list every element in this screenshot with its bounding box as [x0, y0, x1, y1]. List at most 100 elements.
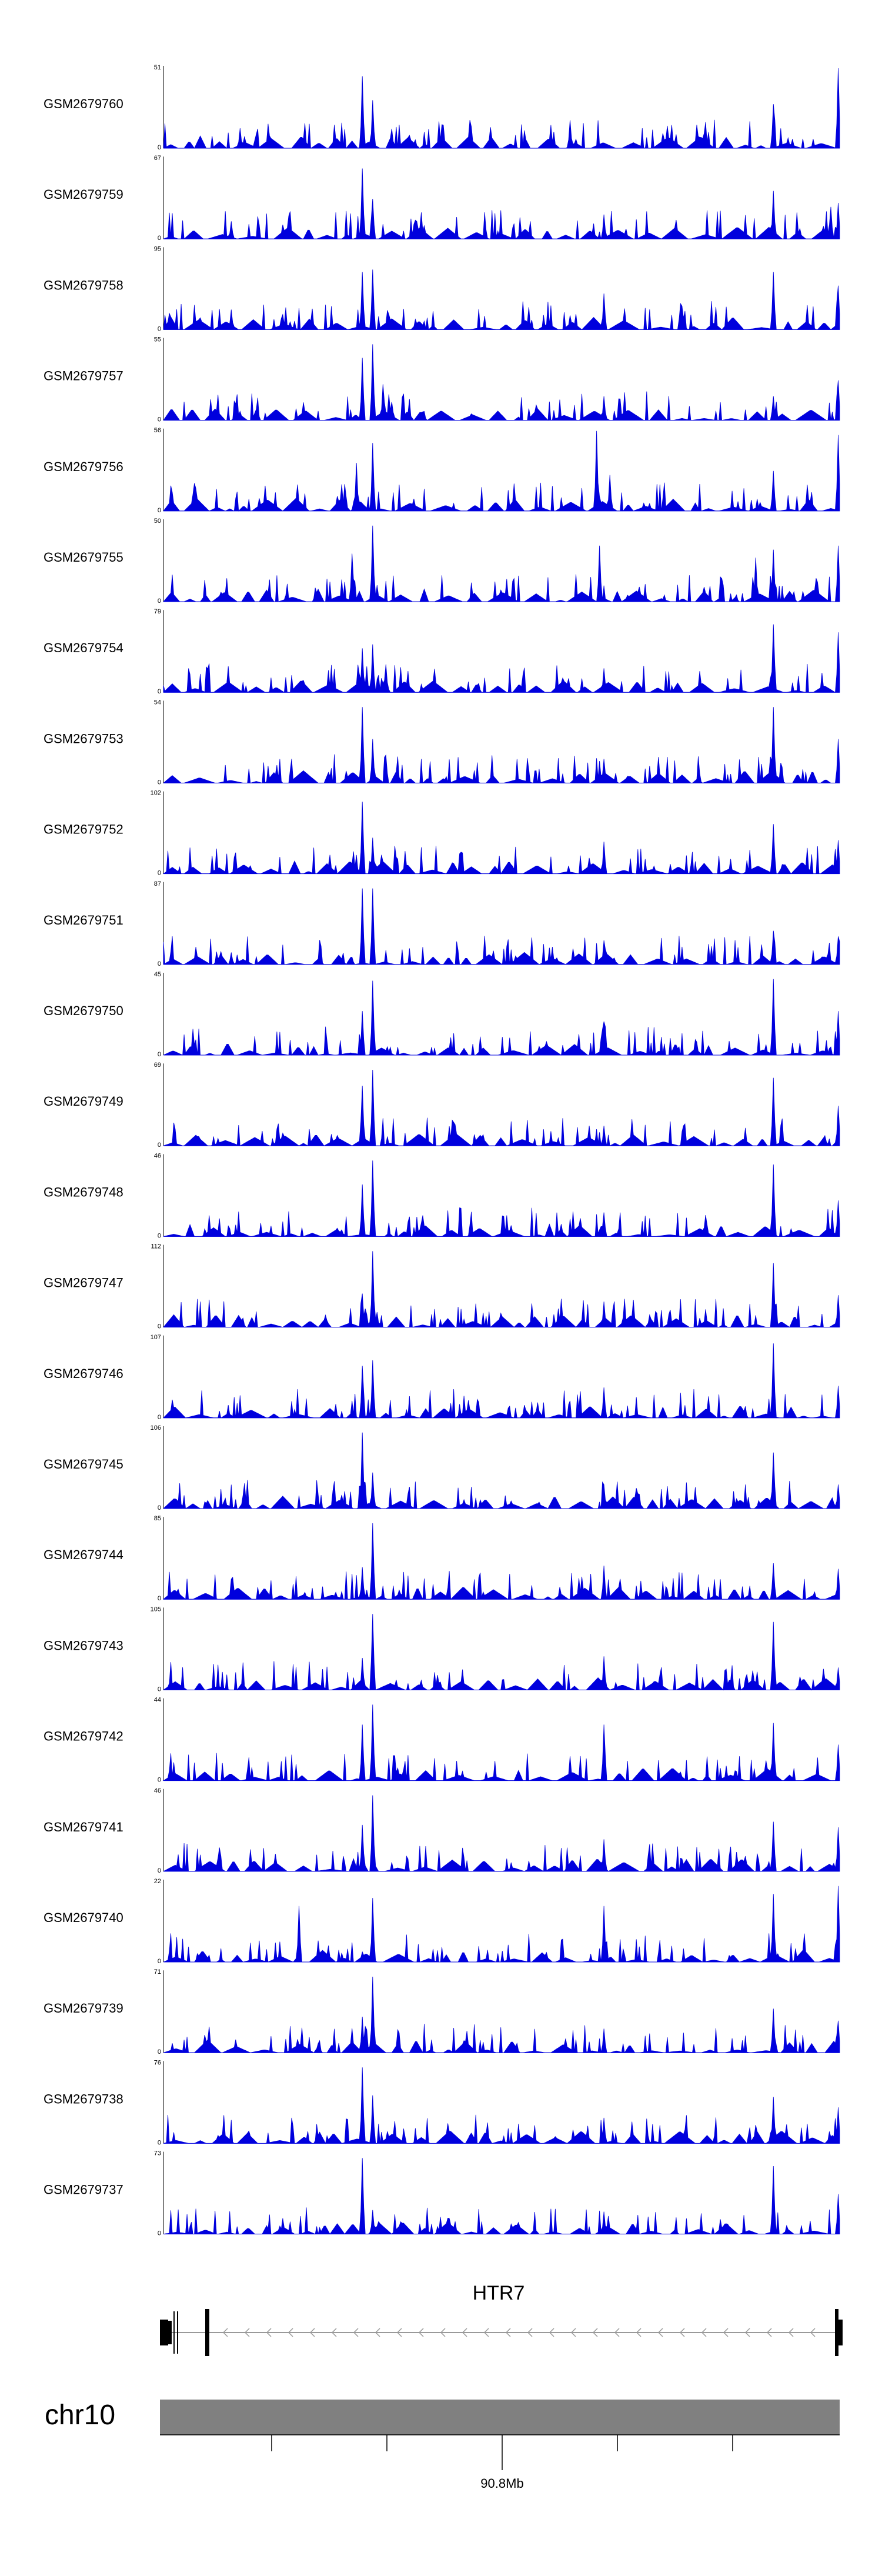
track-GSM2679754: GSM2679754 79 0 — [44, 608, 840, 695]
track-GSM2679745: GSM2679745 106 0 — [44, 1424, 840, 1511]
track-GSM2679753: GSM2679753 54 0 — [44, 699, 840, 786]
track-label: GSM2679751 — [44, 913, 123, 927]
y-min-label: 0 — [158, 1777, 161, 1784]
y-min-label: 0 — [158, 1867, 161, 1874]
y-max-label: 44 — [154, 1697, 161, 1704]
track-GSM2679756: GSM2679756 56 0 — [44, 427, 840, 514]
strand-arrow — [222, 2328, 228, 2337]
strand-arrow — [570, 2328, 576, 2337]
strand-arrow — [766, 2328, 772, 2337]
y-max-label: 102 — [151, 790, 161, 797]
strand-arrow — [462, 2328, 467, 2337]
strand-arrow — [396, 2328, 402, 2337]
y-min-label: 0 — [158, 960, 161, 967]
strand-arrow — [592, 2328, 598, 2337]
track-label: GSM2679742 — [44, 1729, 123, 1744]
track-label: GSM2679750 — [44, 1003, 123, 1018]
strand-arrow — [810, 2328, 816, 2337]
coverage-area — [162, 1614, 840, 1691]
y-min-label: 0 — [158, 1232, 161, 1239]
y-min-label: 0 — [158, 870, 161, 877]
track-GSM2679742: GSM2679742 44 0 — [44, 1697, 840, 1784]
gene-track: HTR7 — [160, 2282, 843, 2356]
y-min-label: 0 — [158, 2139, 161, 2146]
exon-block — [173, 2311, 175, 2354]
exon-block — [160, 2320, 168, 2345]
strand-arrow — [266, 2328, 272, 2337]
y-min-label: 0 — [158, 1323, 161, 1330]
track-GSM2679746: GSM2679746 107 0 — [44, 1334, 840, 1421]
y-min-label: 0 — [158, 1686, 161, 1693]
strand-arrow — [657, 2328, 663, 2337]
coverage-area — [163, 431, 840, 512]
coverage-area — [162, 707, 840, 784]
track-GSM2679757: GSM2679757 55 0 — [44, 336, 840, 423]
y-max-label: 45 — [154, 971, 161, 978]
y-min-label: 0 — [158, 1051, 161, 1058]
track-GSM2679755: GSM2679755 50 0 — [44, 518, 840, 605]
coverage-area — [163, 344, 840, 421]
y-max-label: 22 — [154, 1878, 161, 1885]
y-min-label: 0 — [158, 1504, 161, 1511]
track-label: GSM2679753 — [44, 731, 123, 746]
strand-arrow — [418, 2328, 424, 2337]
coverage-area — [163, 1343, 840, 1419]
y-max-label: 95 — [154, 245, 161, 252]
track-label: GSM2679743 — [44, 1638, 123, 1653]
track-GSM2679741: GSM2679741 46 0 — [44, 1787, 840, 1874]
y-max-label: 79 — [154, 608, 161, 615]
y-min-label: 0 — [158, 1595, 161, 1602]
track-label: GSM2679746 — [44, 1366, 123, 1381]
track-label: GSM2679749 — [44, 1094, 123, 1109]
coverage-area — [163, 2158, 840, 2235]
strand-arrow — [636, 2328, 642, 2337]
track-label: GSM2679755 — [44, 550, 123, 565]
coverage-area — [163, 979, 840, 1056]
y-max-label: 73 — [154, 2150, 161, 2157]
strand-arrow — [788, 2328, 794, 2337]
strand-arrow — [505, 2328, 511, 2337]
y-min-label: 0 — [158, 325, 161, 332]
y-max-label: 71 — [154, 1968, 161, 1976]
coverage-tracks: GSM2679760510GSM2679759670GSM2679758950G… — [44, 64, 840, 2237]
exon-block — [838, 2320, 843, 2345]
track-GSM2679752: GSM2679752 102 0 — [44, 790, 840, 877]
track-label: GSM2679760 — [44, 96, 123, 111]
y-min-label: 0 — [158, 2230, 161, 2237]
y-min-label: 0 — [158, 688, 161, 695]
coverage-area — [163, 1069, 840, 1146]
strand-arrow — [309, 2328, 315, 2337]
y-max-label: 56 — [154, 427, 161, 434]
track-label: GSM2679744 — [44, 1547, 123, 1562]
exon-block — [177, 2311, 178, 2354]
track-label: GSM2679752 — [44, 822, 123, 837]
y-max-label: 87 — [154, 880, 161, 887]
track-label: GSM2679741 — [44, 1820, 123, 1834]
y-min-label: 0 — [158, 235, 161, 242]
exon-block — [835, 2309, 838, 2356]
y-min-label: 0 — [158, 598, 161, 605]
y-min-label: 0 — [158, 2048, 161, 2056]
coverage-area — [163, 1432, 840, 1510]
strand-arrow — [679, 2328, 685, 2337]
strand-arrow — [483, 2328, 489, 2337]
chromosome-label: chr10 — [45, 2400, 115, 2431]
track-GSM2679743: GSM2679743 105 0 — [44, 1606, 840, 1693]
coverage-area — [163, 68, 840, 149]
coverage-area — [163, 168, 840, 240]
track-GSM2679739: GSM2679739 71 0 — [44, 1968, 840, 2056]
y-max-label: 46 — [154, 1152, 161, 1159]
axis-tick-label: 90.8Mb — [480, 2476, 523, 2491]
strand-arrow — [549, 2328, 554, 2337]
track-label: GSM2679748 — [44, 1184, 123, 1199]
track-GSM2679751: GSM2679751 87 0 — [44, 880, 840, 967]
y-max-label: 107 — [151, 1334, 161, 1341]
y-max-label: 46 — [154, 1787, 161, 1794]
chromosome-track: chr10 90.8Mb — [45, 2400, 840, 2491]
y-max-label: 55 — [154, 336, 161, 343]
track-label: GSM2679757 — [44, 369, 123, 383]
coverage-area — [163, 1886, 840, 1963]
track-GSM2679759: GSM2679759 67 0 — [44, 155, 840, 242]
track-label: GSM2679754 — [44, 640, 123, 655]
